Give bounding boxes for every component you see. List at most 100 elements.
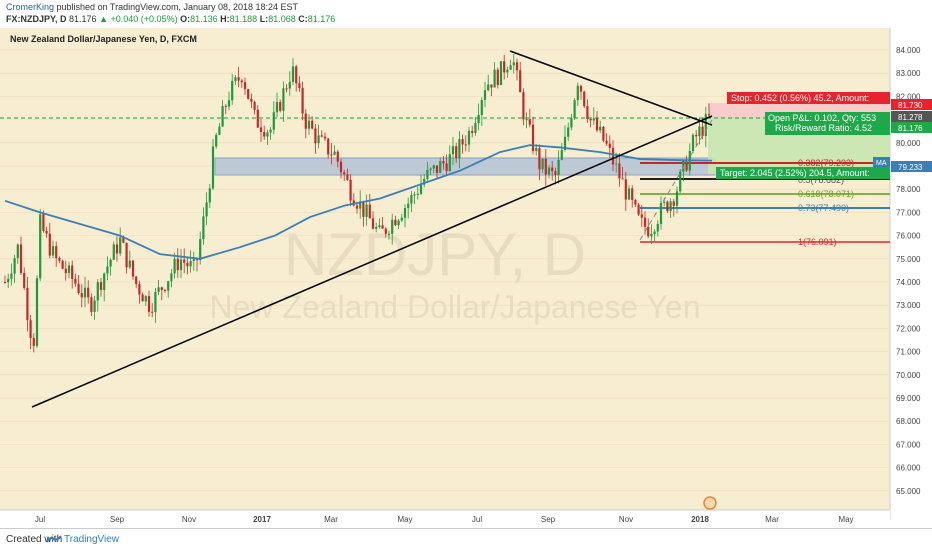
watermark-name: New Zealand Dollar/Japanese Yen xyxy=(210,289,701,325)
candle-body xyxy=(403,208,407,218)
candle-body xyxy=(640,214,643,218)
candle-body xyxy=(83,287,87,298)
fib-05-label: 0.5(78.682) xyxy=(798,175,844,185)
candle-body xyxy=(426,169,429,179)
price-chart[interactable]: 84.00083.00082.00081.00080.00079.00078.0… xyxy=(0,28,932,528)
candle-body xyxy=(135,276,138,285)
candle-body xyxy=(419,184,423,194)
candle-body xyxy=(567,127,570,137)
candle-body xyxy=(704,114,707,136)
candle-body xyxy=(282,88,285,111)
candle-body xyxy=(359,201,362,209)
ascending-trendline[interactable] xyxy=(31,115,713,408)
candle-body xyxy=(163,289,167,291)
y-tick-label: 65.000 xyxy=(896,487,921,496)
y-tick-label: 77.000 xyxy=(896,208,921,217)
candle-body xyxy=(602,126,605,141)
candle-body xyxy=(320,135,323,137)
candle-body xyxy=(362,201,365,217)
footer: Created with TradingView xyxy=(0,528,932,551)
event-icon[interactable] xyxy=(703,496,717,510)
candle-body xyxy=(183,259,186,263)
ma-tag-text: MA xyxy=(876,160,887,167)
candle-body xyxy=(333,151,336,155)
moving-average-line[interactable] xyxy=(4,144,713,260)
x-tick-label: Mar xyxy=(324,515,338,524)
y-tick-label: 71.000 xyxy=(896,348,921,357)
y-tick-label: 73.000 xyxy=(896,301,921,310)
candle-body xyxy=(151,311,154,313)
current-price-text: 81.176 xyxy=(898,124,923,133)
candle-body xyxy=(621,178,624,180)
support-zone[interactable] xyxy=(214,157,716,176)
candle-body xyxy=(528,119,531,125)
candle-body xyxy=(275,101,279,113)
candle-body xyxy=(199,239,202,261)
candle-body xyxy=(7,278,10,283)
y-tick-labels: 84.00083.00082.00081.00080.00079.00078.0… xyxy=(896,46,921,496)
candle-body xyxy=(301,87,304,114)
candle-body xyxy=(154,291,157,313)
candle-body xyxy=(442,161,445,164)
pl-label-box xyxy=(765,112,890,135)
candle-body xyxy=(240,80,243,83)
candle-body xyxy=(259,127,263,133)
candle-body xyxy=(112,244,115,260)
candle-body xyxy=(234,77,237,81)
candle-body xyxy=(122,237,125,243)
candle-body xyxy=(247,89,250,99)
candle-body xyxy=(423,178,426,185)
author-link[interactable]: CromerKing xyxy=(6,2,55,12)
candle-body xyxy=(64,268,67,274)
descending-trendline[interactable] xyxy=(509,50,713,126)
candle-body xyxy=(13,258,16,274)
candle-body xyxy=(167,281,170,291)
candle-body xyxy=(608,143,611,148)
candle-body xyxy=(45,230,48,234)
candle-body xyxy=(695,134,698,137)
candle-body xyxy=(195,259,199,261)
tradingview-link[interactable]: TradingView xyxy=(64,534,120,545)
candle-body xyxy=(32,338,35,346)
time-axis[interactable] xyxy=(0,510,890,528)
candle-body xyxy=(586,106,589,120)
y-tick-label: 67.000 xyxy=(896,440,921,449)
fib-0618-label: 0.618(78.071) xyxy=(798,189,854,199)
x-tick-label: 2018 xyxy=(691,515,709,524)
candle-body xyxy=(263,132,266,137)
candle-body xyxy=(224,106,227,108)
candle-body xyxy=(448,154,451,171)
candle-body xyxy=(669,201,672,212)
y-tick-label: 84.000 xyxy=(896,46,921,55)
candle-body xyxy=(461,139,464,145)
candle-body xyxy=(682,160,685,172)
y-tick-label: 66.000 xyxy=(896,464,921,473)
candle-body xyxy=(90,297,93,312)
candle-body xyxy=(365,204,368,217)
candle-body xyxy=(256,109,259,128)
candle-body xyxy=(96,282,99,301)
candle-body xyxy=(631,188,634,200)
candle-body xyxy=(493,69,496,88)
candle-body xyxy=(650,234,653,237)
chart-title: New Zealand Dollar/Japanese Yen, D, FXCM xyxy=(10,34,197,44)
candle-body xyxy=(336,151,339,162)
candle-body xyxy=(592,118,595,121)
candle-body xyxy=(659,202,663,224)
high-label: H: xyxy=(220,14,230,24)
symbol-label: FX:NZDJPY, D xyxy=(6,14,67,24)
y-tick-label: 74.000 xyxy=(896,278,921,287)
candle-body xyxy=(416,193,419,195)
y-tick-label: 83.000 xyxy=(896,69,921,78)
candle-body xyxy=(579,85,583,92)
candle-body xyxy=(458,139,461,159)
target-label-box xyxy=(716,167,890,179)
candle-body xyxy=(519,70,522,93)
candle-body xyxy=(503,61,506,73)
open-value: 81.136 xyxy=(190,14,218,24)
candle-body xyxy=(611,147,615,165)
candle-body xyxy=(615,163,618,165)
candle-body xyxy=(16,244,19,259)
x-tick-label: Sep xyxy=(110,515,125,524)
watermark-symbol: NZDJPY, D xyxy=(284,221,586,288)
